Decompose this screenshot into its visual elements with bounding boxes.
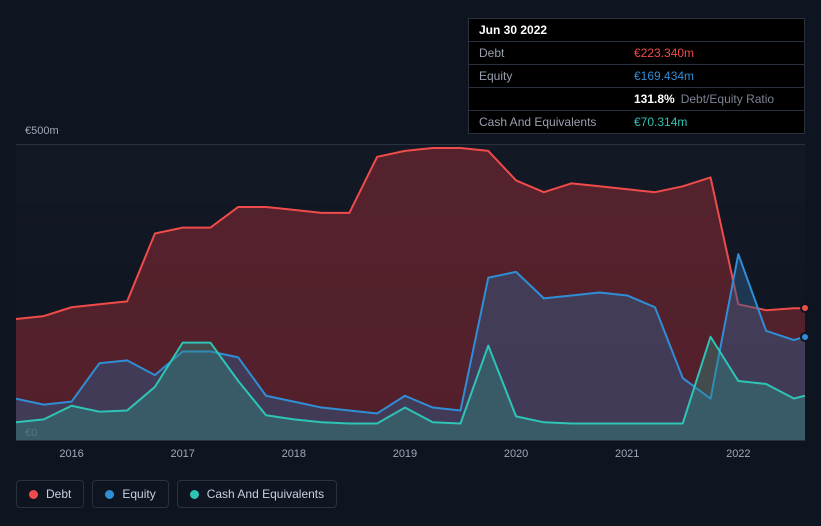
series-end-marker-equity	[800, 332, 810, 342]
legend-label-debt: Debt	[46, 487, 71, 501]
tooltip-debt-row: Debt €223.340m	[469, 41, 804, 64]
tooltip-equity-label: Equity	[479, 69, 634, 83]
x-axis-label: 2017	[170, 448, 194, 460]
legend-item-cash[interactable]: Cash And Equivalents	[177, 480, 337, 508]
chart-legend: Debt Equity Cash And Equivalents	[16, 480, 337, 508]
x-axis-label: 2019	[393, 448, 417, 460]
tooltip-cash-row: Cash And Equivalents €70.314m	[469, 110, 804, 133]
chart-plot-area[interactable]	[16, 144, 805, 441]
tooltip-date: Jun 30 2022	[479, 23, 547, 37]
x-axis-label: 2020	[504, 448, 528, 460]
tooltip-debt-value: €223.340m	[634, 46, 694, 60]
tooltip-debt-label: Debt	[479, 46, 634, 60]
x-axis-label: 2021	[615, 448, 639, 460]
legend-item-debt[interactable]: Debt	[16, 480, 84, 508]
tooltip-ratio-value: 131.8%	[634, 92, 675, 106]
tooltip-equity-row: Equity €169.434m	[469, 64, 804, 87]
tooltip-equity-value: €169.434m	[634, 69, 694, 83]
x-axis-label: 2018	[282, 448, 306, 460]
x-axis-label: 2016	[59, 448, 83, 460]
legend-swatch-debt	[29, 490, 38, 499]
x-axis-label: 2022	[726, 448, 750, 460]
legend-label-cash: Cash And Equivalents	[207, 487, 324, 501]
legend-swatch-cash	[190, 490, 199, 499]
tooltip-date-row: Jun 30 2022	[469, 19, 804, 41]
tooltip-cash-label: Cash And Equivalents	[479, 115, 634, 129]
legend-label-equity: Equity	[122, 487, 155, 501]
tooltip-ratio-label: Debt/Equity Ratio	[681, 92, 774, 106]
tooltip-ratio-spacer	[479, 92, 634, 106]
y-axis-label-max: €500m	[25, 125, 59, 137]
tooltip-ratio-row: 131.8% Debt/Equity Ratio	[469, 87, 804, 110]
chart-tooltip: Jun 30 2022 Debt €223.340m Equity €169.4…	[468, 18, 805, 134]
tooltip-cash-value: €70.314m	[634, 115, 687, 129]
legend-swatch-equity	[105, 490, 114, 499]
legend-item-equity[interactable]: Equity	[92, 480, 168, 508]
series-end-marker-debt	[800, 303, 810, 313]
chart-svg	[16, 145, 805, 440]
